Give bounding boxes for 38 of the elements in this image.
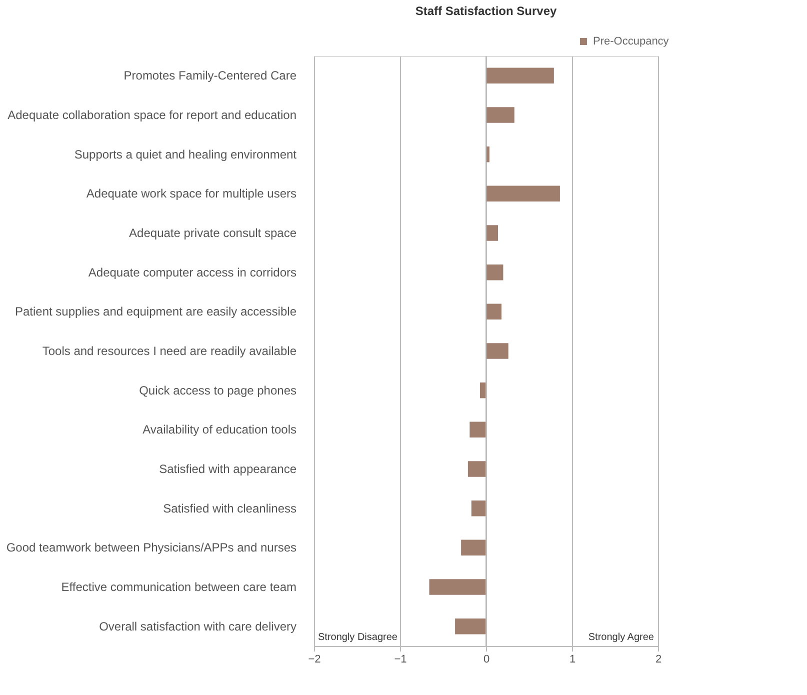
y-tick-label: Effective communication between care team bbox=[61, 580, 296, 594]
x-tick-label: −2 bbox=[308, 654, 321, 666]
y-tick-label: Adequate work space for multiple users bbox=[86, 186, 296, 201]
bar bbox=[486, 107, 514, 123]
y-tick-label: Satisfied with cleanliness bbox=[163, 501, 296, 516]
y-tick-label: Promotes Family-Centered Care bbox=[124, 68, 297, 83]
x-tick-label: −1 bbox=[394, 654, 407, 666]
bar bbox=[455, 618, 486, 634]
bar bbox=[486, 68, 554, 84]
x-tick-label: 0 bbox=[483, 654, 490, 666]
y-tick-label: Satisfied with appearance bbox=[159, 462, 297, 476]
annotation: Strongly Agree bbox=[588, 632, 654, 643]
bar bbox=[486, 225, 498, 241]
legend-label: Pre-Occupancy bbox=[593, 36, 670, 48]
y-tick-label: Good teamwork between Physicians/APPs and nurses bbox=[6, 540, 296, 555]
bar bbox=[486, 186, 560, 202]
y-tick-label: Tools and resources I need are readily available bbox=[42, 344, 297, 358]
x-tick-label: 2 bbox=[655, 654, 662, 666]
bar bbox=[461, 540, 486, 556]
bar bbox=[468, 461, 486, 477]
y-tick-label: Patient supplies and equipment are easily accessible bbox=[14, 304, 297, 319]
y-tick-label: Adequate computer access in corridors bbox=[88, 265, 296, 280]
bar bbox=[480, 382, 486, 398]
annotation: Strongly Disagree bbox=[318, 632, 398, 643]
bar bbox=[486, 343, 508, 359]
x-tick-label: 1 bbox=[569, 654, 576, 666]
y-tick-label: Adequate private consult space bbox=[129, 226, 297, 240]
bar bbox=[486, 264, 504, 280]
y-tick-label: Quick access to page phones bbox=[139, 383, 296, 398]
y-tick-label: Overall satisfaction with care delivery bbox=[99, 619, 296, 634]
bar bbox=[471, 500, 486, 516]
y-tick-label: Supports a quiet and healing environment bbox=[74, 147, 298, 162]
y-tick-label: Availability of education tools bbox=[142, 422, 296, 437]
bar bbox=[429, 579, 486, 595]
y-tick-label: Adequate collaboration space for report and education bbox=[8, 108, 296, 122]
chart-title: Staff Satisfaction Survey bbox=[415, 4, 558, 18]
bar bbox=[470, 422, 486, 438]
bar bbox=[486, 304, 502, 320]
